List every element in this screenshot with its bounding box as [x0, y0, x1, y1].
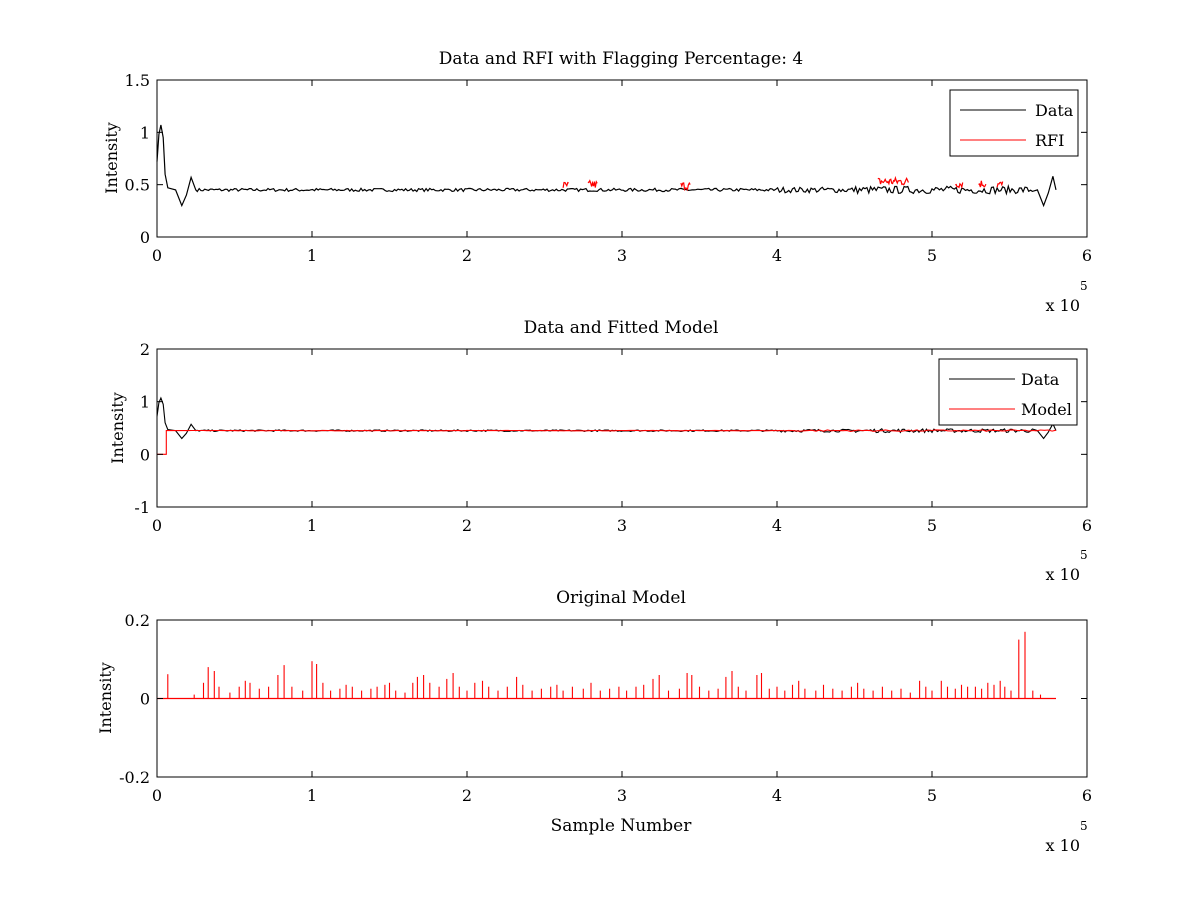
series-rfi-line: [877, 175, 909, 186]
axis-ticks: 0 1 2 3 4 5 6 0 0.5 1 1.5: [125, 71, 1093, 265]
series-rfi-line: [680, 181, 691, 192]
panel-title: Data and Fitted Model: [524, 318, 719, 338]
legend-box: [949, 89, 1079, 157]
series-rfi-line: [978, 180, 987, 188]
x-tick-label: 3: [617, 246, 627, 265]
x-exponent-base: x 10: [1046, 836, 1080, 855]
legend-label: Model: [1021, 400, 1072, 419]
x-exponent-base: x 10: [1046, 296, 1080, 315]
y-tick-label: 0: [140, 445, 150, 464]
axis-ticks: 0 1 2 3 4 5 6-0.200.2: [119, 611, 1092, 805]
x-tick-label: 4: [772, 246, 782, 265]
y-tick-label: 0: [140, 690, 150, 709]
x-tick-label: 6: [1082, 246, 1092, 265]
y-tick-label: 1.5: [125, 71, 150, 90]
panel-title: Data and RFI with Flagging Percentage: 4: [439, 49, 803, 69]
x-tick-label: 5: [927, 516, 937, 535]
x-exponent-label: x 10 5: [1046, 548, 1088, 584]
panel-model-fit: Data and Fitted Model Intensity 0 1 2 3 4 5 6 -…: [108, 318, 1092, 584]
y-tick-label: 2: [140, 340, 150, 359]
plot-area: [156, 79, 1088, 238]
x-tick-label: 0: [152, 246, 162, 265]
x-exponent-power: 5: [1080, 279, 1088, 293]
panel-original-model: Original Model Intensity Sample Number 0…: [96, 588, 1092, 855]
x-tick-label: 4: [772, 786, 782, 805]
legend: Data RFI: [949, 89, 1079, 157]
y-tick-label: 1: [140, 123, 150, 142]
legend-label: Data: [1021, 370, 1060, 389]
x-exponent-power: 5: [1080, 819, 1088, 833]
x-tick-label: 1: [307, 246, 317, 265]
legend-box: [938, 358, 1078, 426]
y-axis-label: Intensity: [108, 392, 127, 464]
x-tick-label: 2: [462, 516, 472, 535]
legend: Data Model: [938, 358, 1078, 426]
x-exponent-label: x 10 5: [1046, 279, 1088, 315]
y-tick-label: -1: [134, 498, 150, 517]
y-axis-label: Intensity: [96, 662, 115, 734]
x-tick-label: 1: [307, 516, 317, 535]
series-rfi-line: [562, 181, 569, 188]
legend-label: RFI: [1035, 131, 1064, 150]
series-rfi-line: [955, 182, 964, 189]
x-tick-label: 0: [152, 516, 162, 535]
x-tick-label: 3: [617, 516, 627, 535]
x-tick-label: 6: [1082, 786, 1092, 805]
x-tick-label: 5: [927, 246, 937, 265]
x-tick-label: 4: [772, 516, 782, 535]
x-tick-label: 3: [617, 786, 627, 805]
x-tick-label: 2: [462, 246, 472, 265]
y-axis-label: Intensity: [102, 122, 121, 194]
panel-rfi: Data and RFI with Flagging Percentage: 4…: [102, 49, 1092, 315]
series-data-line: [156, 124, 1057, 208]
y-tick-label: 0.2: [125, 611, 150, 630]
y-tick-label: 0: [140, 228, 150, 247]
x-tick-label: 0: [152, 786, 162, 805]
x-exponent-label: x 10 5: [1046, 819, 1088, 855]
x-tick-label: 6: [1082, 516, 1092, 535]
x-tick-label: 1: [307, 786, 317, 805]
x-axis-label: Sample Number: [551, 816, 693, 836]
y-tick-label: -0.2: [119, 768, 150, 787]
x-tick-label: 5: [927, 786, 937, 805]
panel-title: Original Model: [556, 588, 686, 608]
x-exponent-power: 5: [1080, 548, 1088, 562]
y-tick-label: 0.5: [125, 176, 150, 195]
series-model-line: [157, 429, 1057, 455]
y-tick-label: 1: [140, 393, 150, 412]
series-rfi-line: [587, 179, 598, 188]
x-exponent-base: x 10: [1046, 565, 1080, 584]
series-rfi-line: [996, 181, 1004, 188]
x-tick-label: 2: [462, 786, 472, 805]
legend-label: Data: [1035, 101, 1074, 120]
